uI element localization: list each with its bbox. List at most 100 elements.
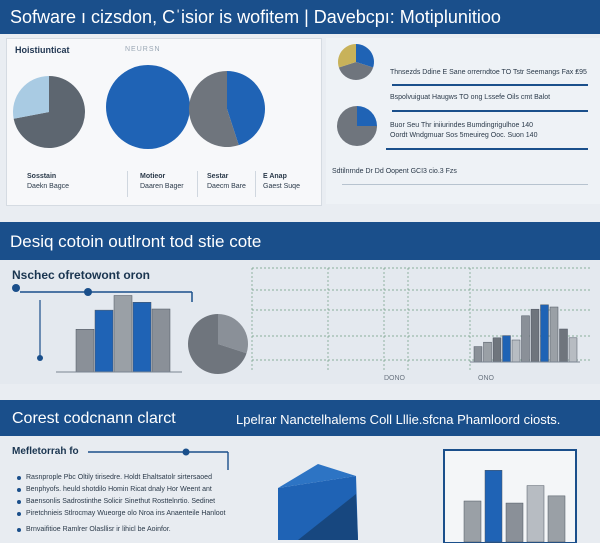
blue-slab-shade xyxy=(298,494,358,540)
info-rule-4 xyxy=(342,184,588,185)
left-bar-chart xyxy=(75,295,171,373)
caption-divider-3 xyxy=(255,171,256,197)
pie-6-slice-1 xyxy=(188,314,247,374)
pie-2-slice-1 xyxy=(189,71,239,147)
bar-8-c xyxy=(505,502,524,543)
bar-7-b xyxy=(483,341,492,363)
pie-panel-title: Hoistiunticat xyxy=(15,45,70,55)
caption-divider-1 xyxy=(127,171,128,197)
list-line-1: Rasnprople Pbc Oltily tirisedre. Holdt E… xyxy=(26,474,212,481)
pie-chart-1 xyxy=(13,76,85,148)
section2-svg: DONO ONO xyxy=(12,267,590,382)
pie-panel-faint-label: NEURSN xyxy=(125,46,161,53)
mid-pie-chart xyxy=(188,314,248,374)
right-pies-svg xyxy=(337,44,377,146)
small-pie-2 xyxy=(337,106,377,146)
pie-3-slice-2 xyxy=(338,44,356,68)
bar-8-d xyxy=(526,485,545,543)
caption-1-head: Sosstain xyxy=(27,173,57,180)
small-pie-1 xyxy=(338,44,374,80)
timeline-node-left xyxy=(12,284,20,292)
bar-7-i xyxy=(549,306,559,363)
list-bullet-5 xyxy=(17,528,21,532)
bar-7-g xyxy=(530,308,540,363)
axis-label-left: DONO xyxy=(384,375,406,382)
list-bullet-1 xyxy=(17,476,21,480)
caption-1: Sosstain xyxy=(27,173,56,180)
caption-3-sub: Daecm Bare xyxy=(207,183,246,190)
pie-6-slice-0 xyxy=(218,314,248,354)
bar-5-b xyxy=(94,309,114,373)
bar-8-e xyxy=(547,495,566,543)
bar-7-a xyxy=(473,346,483,363)
pie-chart-2 xyxy=(106,65,190,149)
pie-3-slice-1 xyxy=(338,62,374,80)
bar-5-c xyxy=(113,295,133,373)
pie-chart-3 xyxy=(189,71,265,147)
info-rule-3 xyxy=(386,148,588,150)
pie-0-slice-0 xyxy=(13,76,85,148)
caption-4-head: E Anap xyxy=(263,173,287,180)
pie-4-slice-0 xyxy=(357,106,377,126)
info-rule-1 xyxy=(392,84,588,86)
info-line-2: Bspolvuiguat Haugws TO ong Lssefe Oils c… xyxy=(390,94,551,101)
caption-3-head: Sestar xyxy=(207,173,229,180)
bar-8-b xyxy=(484,470,503,543)
section2-band: Desiq cotoin outlront tod stie cote xyxy=(0,222,600,260)
bar-7-e xyxy=(511,339,521,363)
bar-7-f xyxy=(521,315,530,363)
caption-2-head: Motieor xyxy=(140,173,166,180)
section3-svg xyxy=(17,448,577,543)
right-info-panel: Thnsezds Ddine E Sane orrerndtoe TO Tstr… xyxy=(326,38,600,204)
bar-5-a xyxy=(75,329,95,373)
caption-3: Sestar xyxy=(207,173,228,180)
pie-1-slice-0 xyxy=(106,65,190,149)
caption-4: E Anap xyxy=(263,173,287,180)
info-line-4: Oordt Wndgmuar Sos 5meuireg Ooc. Suon 14… xyxy=(390,132,538,139)
pie-2-slice-0 xyxy=(227,71,265,146)
bar-5-e xyxy=(151,308,171,373)
info-line-3: Buor Seu Thr iniiurindes Bumdingrigulhoe… xyxy=(390,122,534,129)
axis-label-right: ONO xyxy=(478,375,495,382)
caption-2-sub: Daaren Bager xyxy=(140,183,184,190)
right-bar-chart xyxy=(473,304,578,363)
caption-4-sub: Gaest Suqe xyxy=(263,183,300,190)
framed-bar-chart xyxy=(463,470,566,543)
section3-band: Corest codcnann clarct Lpelrar Nanctelha… xyxy=(0,400,600,436)
list-heading: Mefletorrah fo xyxy=(12,446,79,457)
timeline-node-mid xyxy=(84,288,92,296)
info-line-1: Thnsezds Ddine E Sane orrerndtoe TO Tstr… xyxy=(390,69,587,76)
bar-7-j xyxy=(559,328,568,363)
section3-content: Mefletorrah fo Rasnprople Pbc Oltily tir… xyxy=(0,436,600,543)
pie-0-slice-1 xyxy=(13,76,49,119)
bar-7-h xyxy=(540,304,549,363)
blue-slab-top xyxy=(278,464,356,488)
left-bracket-node xyxy=(37,355,43,361)
info-line-5: Sdtilnrnde Dr Dd Oopent GCI3 cio.3 Fzs xyxy=(332,168,457,175)
section2-subtitle: Nschec ofretowont oron xyxy=(12,268,151,282)
section3-right-title: Lpelrar Nanctelhalems Coll Lllie.sfcna P… xyxy=(236,412,561,427)
list-line-5: Brnvaifitioe Ramlrer Olasllisr ir lihicl… xyxy=(26,526,171,533)
section3-left-title: Corest codcnann clarct xyxy=(12,410,176,427)
list-bullet-2 xyxy=(17,488,21,492)
pie-4-slice-1 xyxy=(337,106,377,146)
header-title: Sofware ı cizsdon, Cˈisior is wofitem | … xyxy=(10,7,501,27)
bar-8-a xyxy=(463,500,482,543)
section2-title: Desiq cotoin outlront tod stie cote xyxy=(10,232,262,251)
pie-panel: Hoistiunticat NEURSN Sosstain Daekn Bagc… xyxy=(6,38,322,206)
info-rule-2 xyxy=(392,110,588,112)
list-bullet-3 xyxy=(17,500,21,504)
dashed-grid xyxy=(251,267,590,372)
bar-7-d xyxy=(502,335,511,363)
caption-1-sub: Daekn Bagce xyxy=(27,183,70,190)
pie-captions-row: Sosstain Daekn Bagce Motieor Daaren Bage… xyxy=(7,167,321,203)
list-connector-node xyxy=(182,448,190,456)
caption-2: Motieor xyxy=(140,173,165,180)
header-band: Sofware ı cizsdon, Cˈisior is wofitem | … xyxy=(0,0,600,34)
bar-7-c xyxy=(492,337,502,363)
pie-3-slice-0 xyxy=(356,44,374,68)
bar-7-k xyxy=(568,337,578,363)
list-line-4: Piretchnieis Stlrocmay Wueorge olo Nroa … xyxy=(26,510,226,517)
list-bullet-4 xyxy=(17,512,21,516)
list-line-2: Benphyofs. heuld shotdilo Homin Ricat dn… xyxy=(26,486,212,493)
